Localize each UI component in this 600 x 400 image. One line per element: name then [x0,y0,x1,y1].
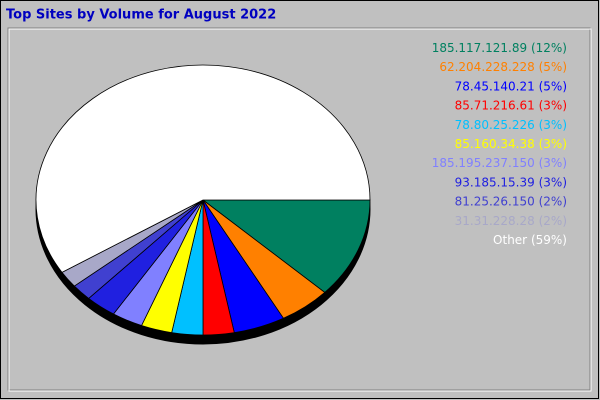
legend-label: 62.204.228.228 [439,60,534,74]
legend-label: 185.117.121.89 [432,41,527,55]
legend-entry: 78.80.25.226 (3%) [455,117,567,131]
legend-value: (2%) [539,213,567,227]
legend-entry: 85.71.216.61 (3%) [455,98,567,112]
legend-value: (3%) [539,117,567,131]
legend-entry: 185.195.237.150 (3%) [432,156,567,170]
legend-label: 85.160.34.38 [455,137,535,151]
legend-value: (2%) [539,194,567,208]
legend-label: 78.45.140.21 [455,79,535,93]
panel-shade [7,27,591,391]
legend-entry: 85.160.34.38 (3%) [455,137,567,151]
legend-label: 85.71.216.61 [455,98,535,112]
legend-entry: 31.31.228.28 (2%) [455,213,567,227]
legend-entry: Other (59%) [493,233,567,247]
legend-value: (5%) [539,60,567,74]
legend-entry: 81.25.26.150 (2%) [455,194,567,208]
legend-label: 81.25.26.150 [455,194,535,208]
legend-label: 31.31.228.28 [455,213,535,227]
legend-label: 78.80.25.226 [455,117,535,131]
legend-value: (3%) [539,137,567,151]
legend-entry: 185.117.121.89 (12%) [432,41,567,55]
legend-value: (5%) [539,79,567,93]
legend-label: 185.195.237.150 [432,156,535,170]
legend-value: (59%) [531,233,567,247]
legend-entry: 93.185.15.39 (3%) [455,175,567,189]
legend-label: Other [493,233,527,247]
legend-label: 93.185.15.39 [455,175,535,189]
chart-title: Top Sites by Volume for August 2022 [6,8,276,23]
legend-value: (12%) [531,41,567,55]
pie-slice [35,64,371,273]
legend-value: (3%) [539,156,567,170]
pie-slice [201,199,371,293]
legend-value: (3%) [539,98,567,112]
panel-light [8,28,592,392]
legend-entry: 78.45.140.21 (5%) [455,79,567,93]
legend-value: (3%) [539,175,567,189]
legend-entry: 62.204.228.228 (5%) [439,60,567,74]
